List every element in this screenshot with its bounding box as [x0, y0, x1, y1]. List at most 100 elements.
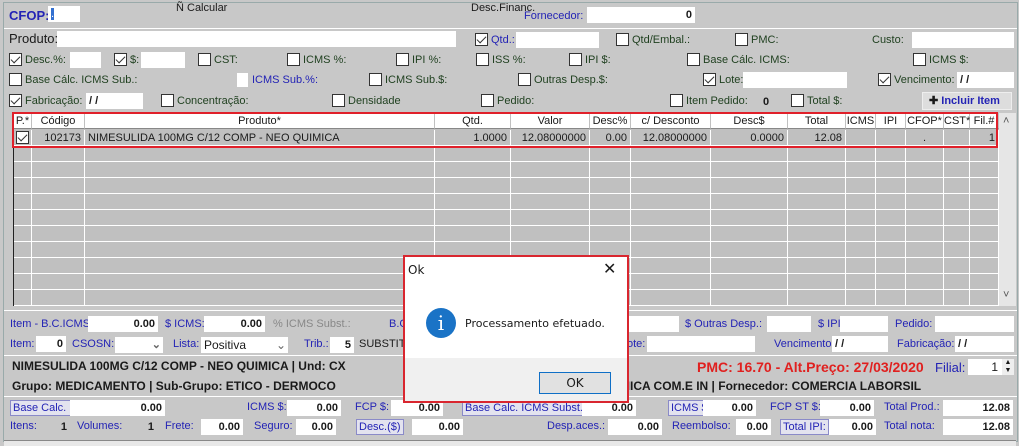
empty-cell[interactable] [631, 226, 711, 242]
row-p-checkbox[interactable] [16, 131, 29, 144]
ipi-input[interactable] [840, 316, 888, 332]
produto-input[interactable] [57, 31, 456, 47]
reembolso-input[interactable]: 0.00 [736, 419, 771, 435]
empty-cell[interactable] [876, 226, 906, 242]
cfop-input[interactable]: . [48, 6, 80, 22]
empty-cell[interactable] [14, 146, 32, 162]
empty-cell[interactable] [32, 242, 85, 258]
empty-cell[interactable] [85, 242, 435, 258]
empty-cell[interactable] [85, 210, 435, 226]
empty-cell[interactable] [788, 178, 846, 194]
empty-cell[interactable] [711, 258, 788, 274]
empty-cell[interactable] [970, 210, 999, 226]
lote-input[interactable] [743, 72, 847, 88]
icms-sub-val-checkbox[interactable] [369, 73, 382, 86]
item-bc-icms-input[interactable]: 0.00 [88, 316, 158, 332]
total-prod-input[interactable]: 12.08 [943, 400, 1013, 416]
empty-cell[interactable] [32, 274, 85, 290]
empty-cell[interactable] [788, 258, 846, 274]
empty-cell[interactable] [85, 194, 435, 210]
concentracao-checkbox[interactable] [161, 94, 174, 107]
empty-cell[interactable] [631, 258, 711, 274]
base-calc-icms-checkbox[interactable] [687, 53, 700, 66]
empty-cell[interactable] [511, 162, 590, 178]
empty-cell[interactable] [944, 274, 970, 290]
empty-cell[interactable] [788, 210, 846, 226]
empty-cell[interactable] [846, 178, 876, 194]
desc-val-input[interactable] [141, 52, 185, 68]
frete-input[interactable]: 0.00 [201, 419, 243, 435]
empty-cell[interactable] [631, 146, 711, 162]
empty-cell[interactable] [906, 226, 944, 242]
items-grid[interactable]: P.* Código Produto* Qtd. Valor Desc% c/ Descon… [14, 113, 999, 306]
volumes-input[interactable]: 1 [147, 421, 154, 433]
empty-cell[interactable] [970, 146, 999, 162]
column-header[interactable]: CST* [944, 113, 971, 129]
qtd-embal-checkbox[interactable] [616, 33, 629, 46]
empty-cell[interactable] [32, 178, 85, 194]
empty-cell[interactable] [906, 258, 944, 274]
column-header[interactable]: IPI [876, 113, 906, 129]
empty-cell[interactable] [906, 290, 944, 306]
empty-cell[interactable] [435, 226, 511, 242]
outras-desp-input[interactable] [767, 316, 811, 332]
csosn-select[interactable]: ⌄ [115, 337, 163, 353]
vencimento-checkbox[interactable] [878, 73, 891, 86]
empty-cell[interactable] [788, 146, 846, 162]
item-pedido-checkbox[interactable] [670, 94, 683, 107]
ipi-pct-checkbox[interactable] [396, 53, 409, 66]
column-header[interactable]: P.* [14, 113, 32, 129]
empty-cell[interactable] [590, 162, 631, 178]
empty-cell[interactable] [970, 226, 999, 242]
custo-input[interactable] [912, 32, 1014, 48]
lista-select[interactable]: Positiva ⌄ [201, 337, 288, 353]
icms-st-input[interactable]: 0.00 [703, 400, 756, 416]
vencimento-input[interactable]: / / [832, 336, 888, 352]
empty-cell[interactable] [511, 194, 590, 210]
empty-cell[interactable] [32, 210, 85, 226]
qtd-checkbox[interactable] [475, 33, 488, 46]
empty-cell[interactable] [970, 258, 999, 274]
grid-scrollbar[interactable]: ˄ ˅ [999, 113, 1016, 306]
empty-cell[interactable] [944, 226, 970, 242]
table-cell[interactable]: NIMESULIDA 100MG C/12 COMP - NEO QUIMICA [85, 130, 435, 146]
empty-cell[interactable] [511, 226, 590, 242]
empty-cell[interactable] [846, 194, 876, 210]
cst-checkbox[interactable] [198, 53, 211, 66]
empty-cell[interactable] [631, 274, 711, 290]
empty-cell[interactable] [906, 242, 944, 258]
lote-checkbox[interactable] [703, 73, 716, 86]
base-calc-icms-sub-checkbox[interactable] [9, 73, 22, 86]
fornecedor-input[interactable]: 0 [587, 7, 695, 23]
desc-pct-checkbox[interactable] [9, 53, 22, 66]
empty-cell[interactable] [85, 146, 435, 162]
empty-cell[interactable] [435, 146, 511, 162]
empty-cell[interactable] [590, 210, 631, 226]
empty-cell[interactable] [970, 290, 999, 306]
empty-cell[interactable] [876, 274, 906, 290]
empty-cell[interactable] [14, 290, 32, 306]
empty-cell[interactable] [788, 274, 846, 290]
pedido-input[interactable] [935, 316, 1014, 332]
vencimento-input[interactable]: / / [957, 72, 1014, 88]
pmc-checkbox[interactable] [735, 33, 748, 46]
empty-cell[interactable] [85, 178, 435, 194]
empty-cell[interactable] [846, 226, 876, 242]
empty-cell[interactable] [85, 290, 435, 306]
empty-cell[interactable] [906, 194, 944, 210]
empty-cell[interactable] [631, 210, 711, 226]
fcp-st-input[interactable]: 0.00 [820, 400, 874, 416]
empty-cell[interactable] [85, 226, 435, 242]
column-header[interactable]: Código [32, 113, 85, 129]
empty-cell[interactable] [944, 258, 970, 274]
empty-cell[interactable] [590, 178, 631, 194]
empty-cell[interactable] [14, 242, 32, 258]
empty-cell[interactable] [32, 290, 85, 306]
empty-cell[interactable] [711, 194, 788, 210]
empty-cell[interactable] [970, 274, 999, 290]
empty-cell[interactable] [906, 146, 944, 162]
item-input[interactable]: 0 [36, 336, 66, 352]
pedido-checkbox[interactable] [481, 94, 494, 107]
empty-cell[interactable] [590, 194, 631, 210]
desp-aces-input[interactable]: 0.00 [608, 419, 662, 435]
